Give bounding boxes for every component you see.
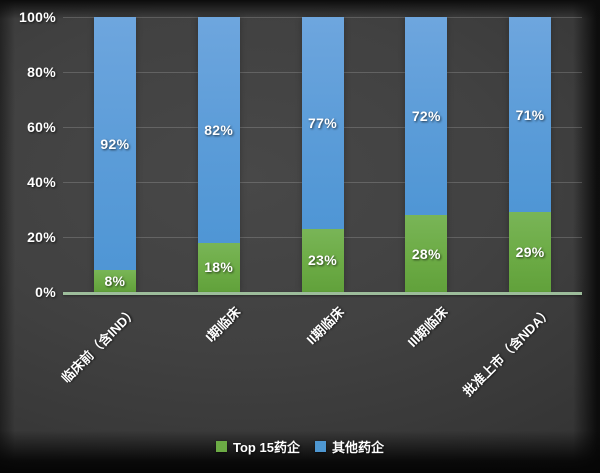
bar-group: 77% 23% [301, 17, 344, 292]
bar-label-others: 72% [411, 108, 441, 124]
category-label: I期临床 [202, 304, 244, 345]
bar-segment-others: 82% [197, 17, 240, 243]
legend-label: 其他药企 [331, 439, 384, 455]
bar-label-others: 82% [204, 121, 234, 138]
legend-swatch-icon [314, 440, 326, 452]
plot-area: 92% 8% 82% 18% 77% 23% 72% 28% 71% 29% [63, 17, 582, 295]
y-axis-tick-label: 40% [27, 174, 56, 190]
category-label: III期临床 [405, 304, 452, 350]
bar-segment-top15: 18% [197, 242, 240, 292]
bar-label-top15: 29% [515, 244, 545, 261]
legend-label: Top 15药企 [233, 439, 300, 455]
bar-label-top15: 28% [411, 245, 441, 262]
bar-label-others: 92% [100, 135, 130, 152]
y-axis-tick-label: 20% [27, 229, 56, 245]
bar-group: 72% 28% [405, 17, 448, 292]
legend-item: 其他药企 [314, 437, 384, 456]
bar-group: 71% 29% [509, 17, 552, 292]
x-axis-line [63, 292, 582, 295]
y-axis-tick-label: 0% [35, 284, 56, 300]
bar-label-top15: 23% [308, 252, 337, 269]
y-axis-tick-label: 100% [18, 9, 56, 25]
bar-segment-others: 77% [301, 17, 344, 229]
category-label: 批准上市（含NDA） [459, 304, 555, 399]
category-label: 临床前（含IND） [58, 304, 140, 386]
bar-segment-others: 92% [93, 17, 136, 270]
bar-label-others: 71% [515, 106, 545, 123]
bar-group: 92% 8% [93, 17, 136, 292]
bar-segment-top15: 28% [405, 215, 448, 292]
bar-label-top15: 8% [104, 273, 126, 289]
legend: Top 15药企 其他药企 [0, 436, 600, 456]
bar-segment-top15: 23% [301, 228, 344, 292]
bar-segment-others: 72% [405, 17, 448, 215]
bar-label-top15: 18% [204, 259, 234, 276]
bar-segment-others: 71% [509, 17, 552, 213]
y-axis-tick-label: 60% [27, 119, 56, 135]
bar-segment-top15: 8% [93, 270, 136, 292]
bar-group: 82% 18% [197, 17, 240, 292]
bar-segment-top15: 29% [509, 212, 552, 292]
bar-label-others: 77% [308, 114, 337, 131]
legend-swatch-icon [216, 440, 228, 452]
y-axis-tick-label: 80% [27, 64, 56, 80]
category-label: II期临床 [303, 304, 348, 348]
legend-item: Top 15药企 [216, 437, 300, 456]
